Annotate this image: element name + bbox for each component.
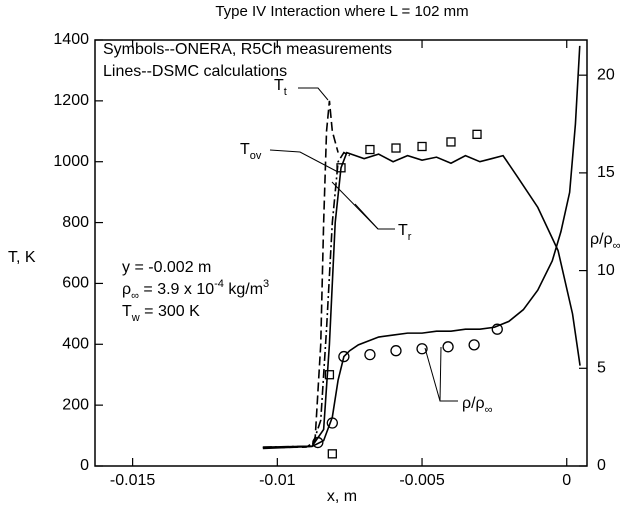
annotation-part: T [240,141,250,158]
annotation-part: y = -0.002 m [122,259,211,276]
square-marker [472,129,482,139]
annotation-part: ρ [122,281,131,298]
annotation: Symbols--ONERA, R5Ch measurements [103,41,392,58]
leader-line [439,346,442,402]
x-tick-label: 0 [562,472,571,489]
x-axis-label: x, m [327,488,357,505]
y2-axis-label-part: ∞ [613,240,621,252]
circle-marker [416,343,428,355]
annotation-part: Symbols--ONERA, R5Ch measurements [103,41,392,58]
x-tick-label: -0.01 [259,472,296,489]
series-line [262,100,339,449]
annotation-part: = 300 K [140,303,200,320]
y-tick-label: 200 [62,396,89,413]
square-marker [391,143,401,153]
circle-marker [468,339,480,351]
y-tick-label: 0 [80,457,89,474]
annotation-part: Lines--DSMC calculations [103,63,287,80]
annotation-part: T [274,77,284,94]
annotation-part: t [284,86,287,98]
y-tick-label: 600 [62,275,89,292]
y2-tick-label: 10 [597,262,615,279]
series-line [262,151,581,448]
x-tick-label: -0.015 [110,472,155,489]
circle-marker [326,417,338,429]
y-axis-label: T, K [8,249,36,266]
annotation-part: kg/m [224,281,263,298]
annotation-part: ∞ [485,404,493,416]
y2-tick-label: 0 [597,457,606,474]
circle-marker [442,341,454,353]
annotation-part: ∞ [131,290,139,302]
leader-line [298,87,329,101]
square-marker [336,163,346,173]
leader-line [424,347,458,402]
y-tick-label: 1200 [53,92,89,109]
annotation-part: T [122,303,132,320]
annotation: ρ/ρ∞ [462,395,493,416]
annotation: Tr [398,222,412,243]
plot-frame [94,39,588,467]
annotation-part: w [131,312,140,324]
circle-marker [338,350,350,363]
annotation-part: ov [250,150,262,162]
annotation-part: -4 [214,278,224,290]
annotation: y = -0.002 m [122,259,211,276]
annotation: Lines--DSMC calculations [103,63,287,80]
annotation-part: = 3.9 x 10 [139,281,214,298]
chart-title: Type IV Interaction where L = 102 mm [215,3,468,20]
circle-marker [491,323,503,335]
annotation-part: 3 [263,278,269,290]
annotation: Tov [240,141,262,162]
square-marker [324,370,335,380]
square-marker [365,144,375,155]
y2-tick-label: 5 [597,360,606,377]
y2-tick-label: 15 [597,164,615,181]
leader-line [269,149,339,173]
series-line [262,151,351,448]
annotation: Tt [274,77,287,98]
y-tick-label: 1000 [53,153,89,170]
y-tick-label: 800 [62,214,89,231]
square-marker [327,449,337,459]
circle-marker [390,345,402,357]
annotation-part: r [408,231,412,243]
y2-axis-label: ρ/ρ∞ [590,231,621,252]
square-marker [417,141,427,152]
annotation-part: ρ/ρ [462,395,485,412]
leader-line [331,181,379,230]
annotation: ρ∞ = 3.9 x 10-4 kg/m3 [122,278,269,302]
series-line [262,45,581,450]
y2-axis-label-part: ρ/ρ [590,231,613,248]
circle-marker [364,348,376,361]
circle-marker [312,436,324,449]
x-tick-label: -0.005 [399,472,444,489]
y2-tick-label: 20 [597,66,615,83]
square-marker [446,137,456,147]
annotation-part: T [398,222,408,239]
y-tick-label: 400 [62,336,89,353]
y-tick-label: 1400 [53,31,89,48]
annotation: Tw = 300 K [122,303,200,324]
